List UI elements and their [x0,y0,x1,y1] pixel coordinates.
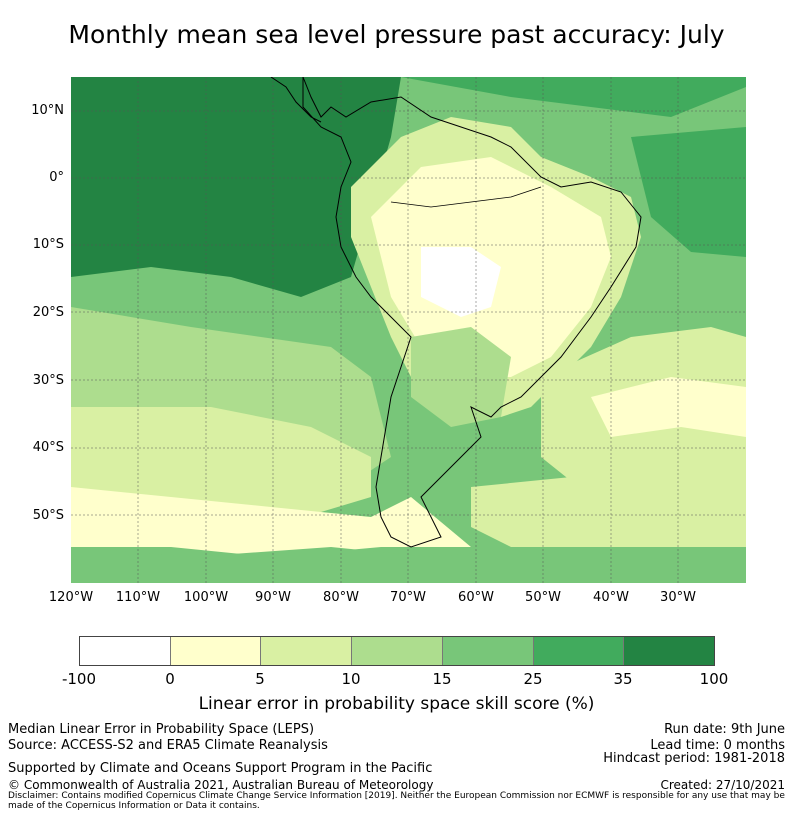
footer-support: Supported by Climate and Oceans Support … [8,761,433,776]
skill-score-map [71,77,746,583]
lon-label-120w: 120°W [48,590,94,605]
lat-label-10n: 10°N [31,103,64,118]
footer-source: Source: ACCESS-S2 and ERA5 Climate Reana… [8,738,328,753]
lat-label-10s: 10°S [32,237,64,252]
map-title: Monthly mean sea level pressure past acc… [68,20,725,49]
lon-label-40w: 40°W [593,590,629,605]
colorbar-tick: -100 [61,670,97,688]
colorbar-tick: 25 [523,670,543,688]
lon-label-90w: 90°W [255,590,291,605]
colorbar-tick: 35 [613,670,633,688]
colorbar-tick: 5 [255,670,265,688]
coastline-central-america [270,77,322,123]
colorbar-segment [624,637,715,665]
lat-label-20s: 20°S [32,305,64,320]
footer-copyright: © Commonwealth of Australia 2021, Austra… [8,778,434,792]
ocean-atlantic-south [471,477,746,547]
lon-label-80w: 80°W [323,590,359,605]
colorbar-segment [261,637,353,665]
ocean-band-medium-north [71,77,746,117]
ocean-band-strong-north [71,77,401,297]
lon-label-30w: 30°W [660,590,696,605]
lat-label-0: 0° [49,170,64,185]
colorbar-segment [442,637,534,665]
footer-run-date: Run date: 9th June [664,722,785,737]
coastline-river-amazon [390,186,542,208]
footer-created: Created: 27/10/2021 [660,778,785,792]
map-gridlines [71,77,746,583]
colorbar-segment [80,637,171,665]
lat-label-30s: 30°S [32,373,64,388]
footer-lead-time: Lead time: 0 months [650,738,785,753]
lon-label-110w: 110°W [115,590,161,605]
coastline-south-america [302,77,642,548]
colorbar-segment [170,637,262,665]
colorbar-segment [533,637,625,665]
colorbar-segment [352,637,443,665]
continent-mid-green [411,327,511,427]
colorbar-tick: 10 [341,670,361,688]
footer-disclaimer: Disclaimer: Contains modified Copernicus… [8,791,785,811]
lon-label-100w: 100°W [183,590,229,605]
continent-white [421,247,501,317]
footer-hindcast: Hindcast period: 1981-2018 [603,751,785,766]
lon-label-50w: 50°W [525,590,561,605]
colorbar-tick: 0 [165,670,175,688]
colorbar-label: Linear error in probability space skill … [198,694,595,714]
ocean-atlantic-pale [591,377,746,437]
lat-label-40s: 40°S [32,440,64,455]
ocean-south-strip [71,537,746,583]
ocean-band-east-medium [631,127,746,257]
lat-label-50s: 50°S [32,508,64,523]
footer-method: Median Linear Error in Probability Space… [8,722,315,737]
lon-label-60w: 60°W [458,590,494,605]
colorbar-tick: 100 [699,670,729,688]
colorbar [79,636,715,666]
ocean-south-pale [71,487,471,557]
lon-label-70w: 70°W [390,590,426,605]
colorbar-tick: 15 [432,670,452,688]
